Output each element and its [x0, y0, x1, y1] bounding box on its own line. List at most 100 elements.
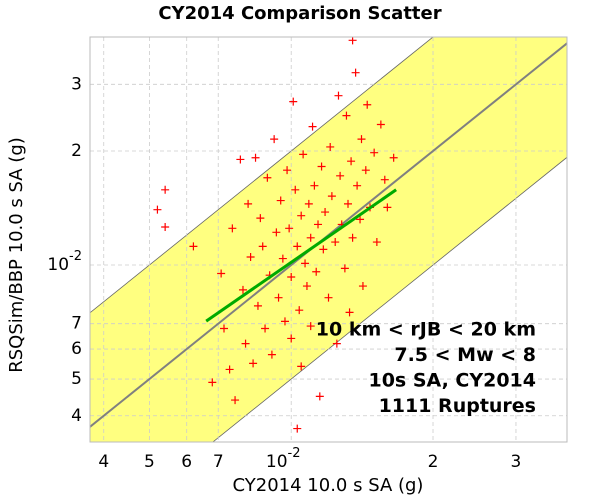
tick-label: 10-2 [266, 446, 301, 473]
tick-exponent: -2 [288, 446, 301, 461]
point [217, 269, 226, 278]
point [372, 238, 381, 247]
point [253, 301, 262, 310]
point [208, 378, 217, 387]
point [348, 37, 357, 45]
annotation-line: 7.5 < Mw < 8 [394, 344, 536, 366]
tick-text: 6 [71, 339, 82, 359]
point [326, 142, 335, 151]
point [246, 253, 255, 262]
tick-label: 10-2 [47, 249, 82, 276]
point [356, 215, 365, 224]
tick-label: 4 [98, 452, 109, 472]
tick-label: 2 [428, 452, 439, 472]
point [321, 208, 330, 217]
tick-label: 6 [181, 452, 192, 472]
tick-label: 7 [213, 452, 224, 472]
point [332, 339, 341, 348]
tick-label: 3 [511, 452, 522, 472]
chart-title: CY2014 Comparison Scatter [158, 3, 441, 24]
point [297, 362, 306, 371]
point [308, 122, 317, 131]
point [249, 359, 258, 368]
point [267, 350, 276, 359]
point [256, 214, 265, 223]
point [304, 199, 313, 208]
fit-line [205, 188, 397, 323]
tick-text: 10 [266, 452, 288, 472]
point [293, 424, 302, 433]
point [357, 135, 366, 144]
point [331, 238, 340, 247]
point [380, 175, 389, 184]
point [236, 155, 245, 164]
point [310, 181, 319, 190]
point [251, 153, 260, 162]
point [312, 267, 321, 276]
point [345, 308, 354, 317]
tick-text: 10 [47, 255, 69, 275]
tick-text: 4 [98, 452, 109, 472]
point [295, 306, 304, 315]
point [241, 339, 250, 348]
point [244, 199, 253, 208]
point [280, 317, 289, 326]
point [340, 264, 349, 273]
tick-text: 6 [181, 452, 192, 472]
point [358, 282, 367, 291]
point [363, 100, 372, 109]
point [301, 259, 310, 268]
tick-label: 7 [71, 314, 82, 334]
tick-text: 7 [213, 452, 224, 472]
tick-text: 5 [144, 452, 155, 472]
point [289, 97, 298, 106]
point [270, 135, 279, 144]
point [342, 111, 351, 120]
point [324, 293, 333, 302]
annotation-line: 1111 Ruptures [379, 395, 536, 417]
tick-exponent: -2 [69, 249, 82, 264]
point [319, 245, 328, 254]
point [293, 242, 302, 251]
tick-label: 4 [71, 406, 82, 426]
point [306, 322, 315, 331]
point [161, 223, 170, 232]
tick-text: 2 [71, 141, 82, 161]
point [315, 392, 324, 401]
plot-frame [89, 36, 568, 443]
tick-label: 2 [71, 141, 82, 161]
x-axis-label: CY2014 10.0 s SA (g) [233, 475, 424, 496]
point [285, 224, 294, 233]
point [334, 91, 343, 100]
tick-text: 4 [71, 406, 82, 426]
point [351, 68, 360, 77]
point [263, 173, 272, 182]
point [344, 199, 353, 208]
annotation-line: 10 km < rJB < 20 km [316, 319, 536, 341]
point [153, 205, 162, 214]
point [317, 162, 326, 171]
annotation: 10 km < rJB < 20 km 7.5 < Mw < 8 10s SA, C… [316, 319, 536, 418]
tick-label: 3 [71, 74, 82, 94]
point [261, 324, 270, 333]
point [274, 293, 283, 302]
tick-text: 2 [428, 452, 439, 472]
tick-label: 5 [144, 452, 155, 472]
point [389, 153, 398, 162]
tick-text: 3 [71, 74, 82, 94]
point [272, 228, 281, 237]
annotation-line: 10s SA, CY2014 [368, 370, 536, 392]
point [283, 166, 292, 175]
point [278, 254, 287, 263]
point [228, 224, 237, 233]
tick-text: 7 [71, 314, 82, 334]
point [291, 185, 300, 194]
point [189, 242, 198, 251]
y-axis-label: RSQSim/BBP 10.0 s SA (g) [6, 137, 27, 373]
point [161, 185, 170, 194]
point [276, 196, 285, 205]
point [376, 120, 385, 129]
point [287, 272, 296, 281]
